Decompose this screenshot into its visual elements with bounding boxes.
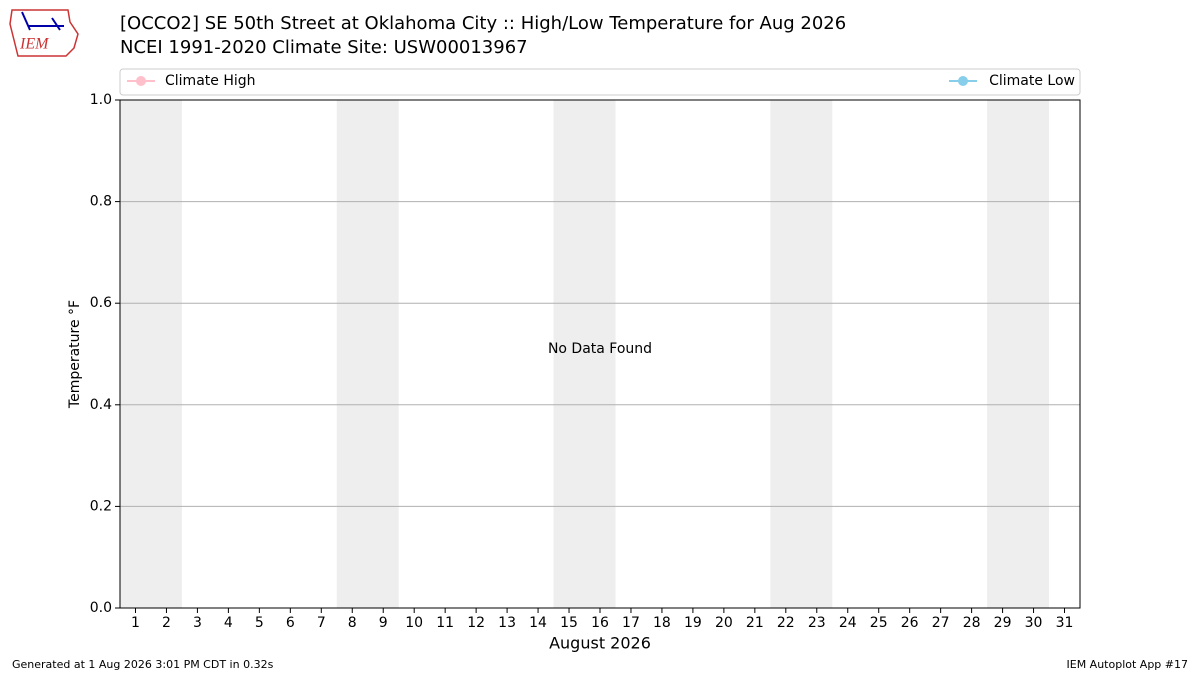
x-tick-label: 5 [255,615,264,631]
x-tick-label: 27 [932,615,950,631]
x-tick-label: 26 [901,615,919,631]
logo-text: IEM [19,36,50,53]
x-tick-label: 12 [467,615,485,631]
x-tick-label: 3 [193,615,202,631]
chart-title: [OCCO2] SE 50th Street at Oklahoma City … [120,13,846,34]
plot-frame [119,99,1081,609]
x-tick-label: 20 [715,615,733,631]
x-axis-label: August 2026 [549,634,651,653]
y-tick-label: 1.0 [90,92,112,108]
legend-label: Climate High [165,73,256,89]
x-tick-label: 1 [131,615,140,631]
weekend-shade [987,100,1050,608]
y-axis-label: Temperature °F [67,300,83,409]
x-tick-label: 31 [1056,615,1074,631]
x-tick-label: 22 [777,615,795,631]
x-tick-label: 16 [591,615,609,631]
x-tick-label: 6 [286,615,295,631]
x-tick-label: 10 [405,615,423,631]
x-tick-label: 13 [498,615,516,631]
x-tick-label: 15 [560,615,578,631]
x-tick-label: 14 [529,615,547,631]
x-tick-label: 18 [653,615,671,631]
logo: IEM [9,9,79,57]
weekend-shade [553,100,616,608]
legend-label: Climate Low [989,73,1075,89]
x-tick-label: 7 [317,615,326,631]
x-tick-label: 24 [839,615,857,631]
legend-box [119,68,1081,96]
x-tick-label: 19 [684,615,702,631]
y-tick-label: 0.0 [90,600,112,616]
weekend-shade [770,100,833,608]
footer-right: IEM Autoplot App #17 [1067,658,1189,671]
x-tick-label: 11 [436,615,454,631]
x-tick-label: 2 [162,615,171,631]
weekend-shade [120,100,182,608]
y-tick-label: 0.2 [90,498,112,514]
x-tick-label: 30 [1025,615,1043,631]
legend-marker [958,76,968,86]
y-tick-label: 0.6 [90,295,112,311]
x-tick-label: 29 [994,615,1012,631]
x-tick-label: 28 [963,615,981,631]
x-tick-label: 4 [224,615,233,631]
weekend-shade [336,100,399,608]
x-tick-label: 23 [808,615,826,631]
y-tick-label: 0.4 [90,397,112,413]
x-tick-label: 8 [348,615,357,631]
chart-subtitle: NCEI 1991-2020 Climate Site: USW00013967 [120,37,528,58]
x-tick-label: 25 [870,615,888,631]
x-tick-label: 21 [746,615,764,631]
y-tick-label: 0.8 [90,194,112,210]
x-tick-label: 9 [379,615,388,631]
annotation: No Data Found [548,341,652,357]
legend-marker [136,76,146,86]
x-tick-label: 17 [622,615,640,631]
footer-left: Generated at 1 Aug 2026 3:01 PM CDT in 0… [12,658,274,671]
